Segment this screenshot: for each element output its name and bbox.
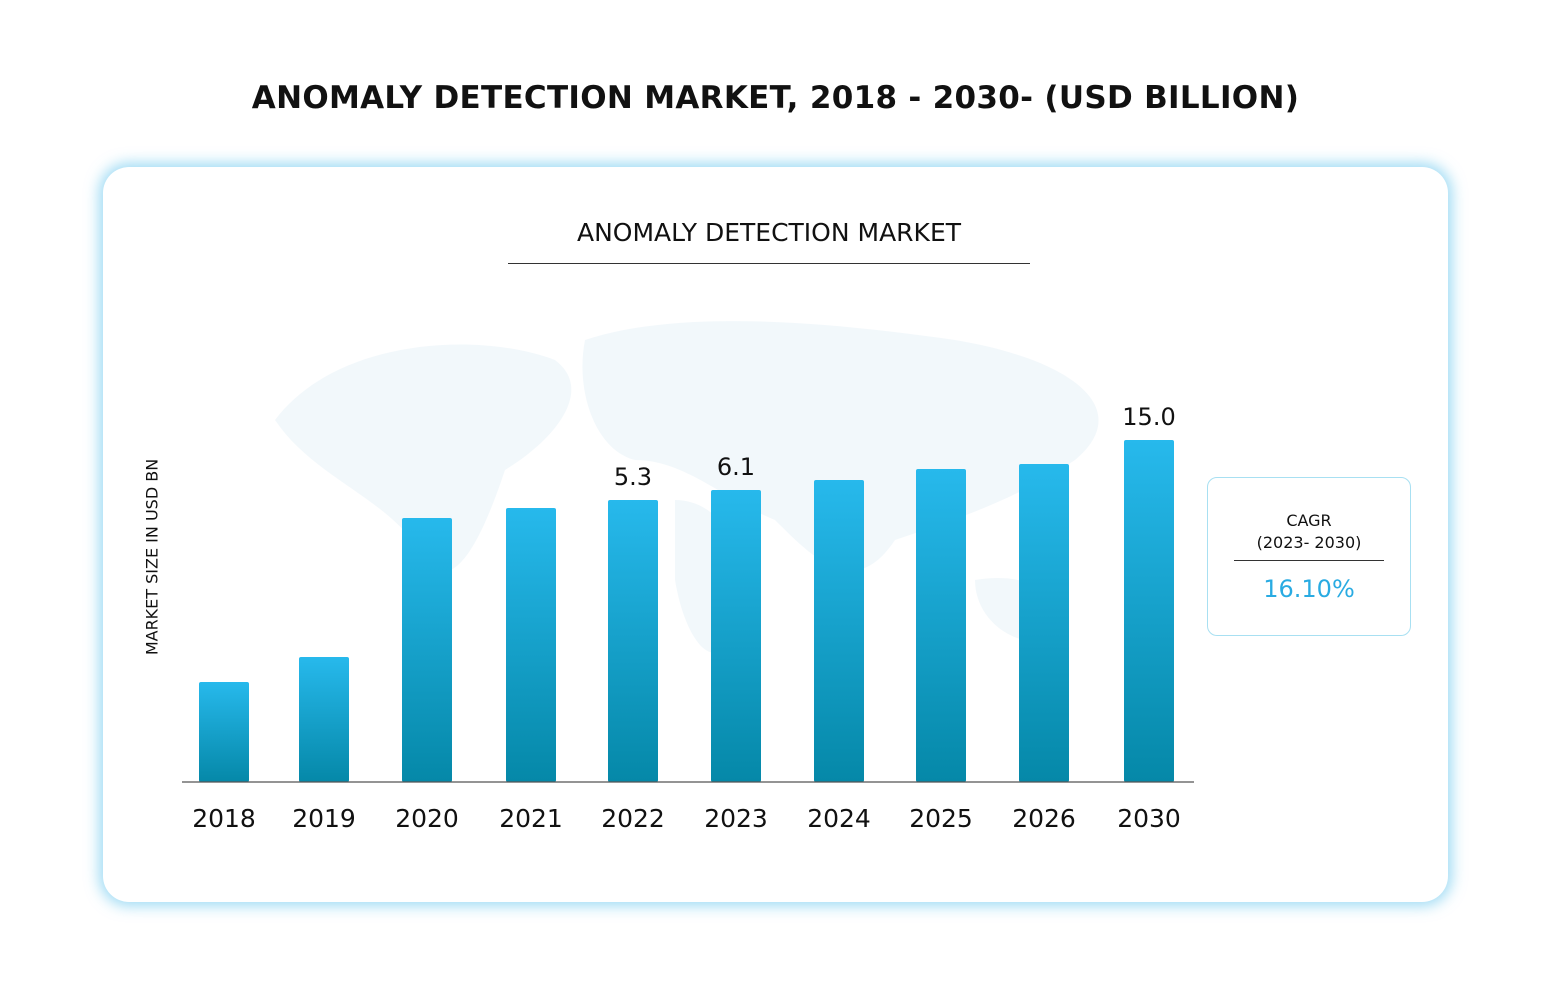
cagr-label: CAGR (2023- 2030)	[1208, 510, 1410, 554]
data-label: 15.0	[1122, 403, 1175, 431]
x-tick-label: 2020	[395, 804, 459, 833]
bar-2020	[402, 518, 452, 782]
cagr-period: (2023- 2030)	[1256, 533, 1362, 552]
bar-2026	[1019, 464, 1069, 782]
x-tick-label: 2022	[601, 804, 665, 833]
bar-2021	[506, 508, 556, 782]
cagr-title: CAGR	[1286, 511, 1332, 530]
x-tick-label: 2024	[807, 804, 871, 833]
bar-2030	[1124, 440, 1174, 782]
x-tick-label: 2026	[1012, 804, 1076, 833]
bar-2024	[814, 480, 864, 782]
bar-2022	[608, 500, 658, 782]
page-title: ANOMALY DETECTION MARKET, 2018 - 2030- (…	[251, 80, 1300, 116]
data-label: 6.1	[717, 453, 755, 481]
bar-2019	[299, 657, 349, 782]
cagr-value: 16.10%	[1263, 575, 1355, 603]
x-tick-label: 2019	[292, 804, 356, 833]
chart-title: ANOMALY DETECTION MARKET	[576, 218, 962, 247]
bar-2025	[916, 469, 966, 782]
data-label: 5.3	[614, 463, 652, 491]
x-tick-label: 2025	[909, 804, 973, 833]
cagr-divider	[1234, 560, 1384, 561]
x-tick-label: 2021	[499, 804, 563, 833]
x-tick-label: 2030	[1117, 804, 1181, 833]
bar-2023	[711, 490, 761, 782]
bar-2018	[199, 682, 249, 782]
world-map-watermark	[275, 321, 1099, 653]
x-tick-label: 2018	[192, 804, 256, 833]
cagr-box: CAGR (2023- 2030) 16.10%	[1207, 477, 1411, 636]
x-tick-label: 2023	[704, 804, 768, 833]
title-underline	[508, 263, 1030, 264]
